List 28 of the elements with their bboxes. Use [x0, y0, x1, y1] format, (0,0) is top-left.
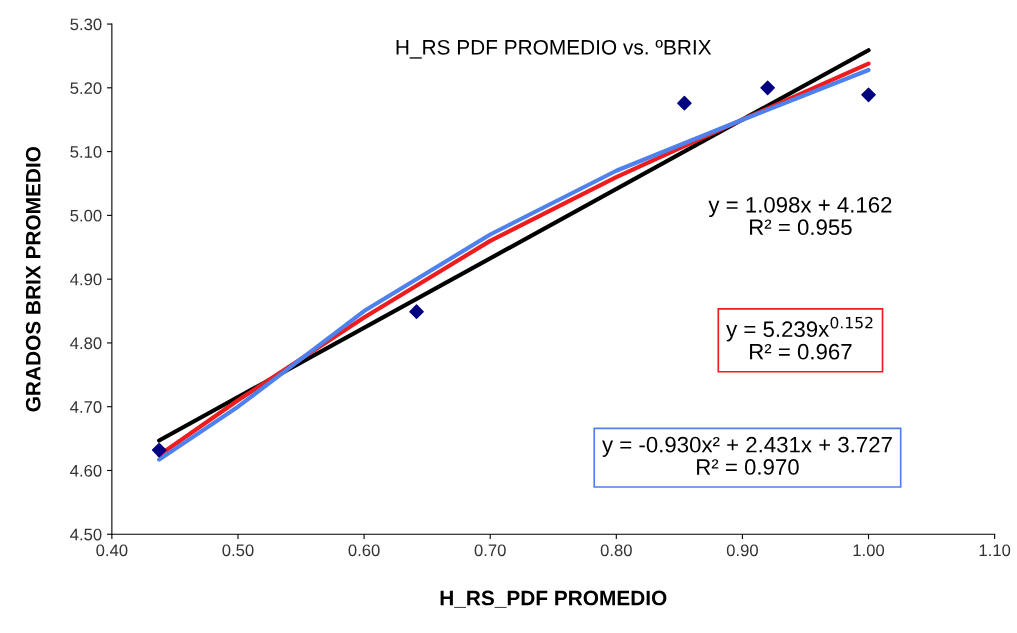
x-tick-label: 0.50 [222, 544, 254, 557]
point [760, 80, 775, 96]
y-tick-label: 5.10 [70, 146, 102, 158]
y-axis-title: GRADOS BRIX PROMEDIO [25, 146, 41, 412]
x-axis-title: H_RS_PDF PROMEDIO [440, 590, 667, 608]
y-tick-label: 4.80 [70, 337, 102, 350]
annotation: y = 5.239x$^{0.152}$ R² = 0.967 [726, 316, 873, 360]
annotation: y = 1.098x + 4.162 R² = 0.955 [708, 197, 892, 236]
point [409, 304, 424, 319]
x-tick-label: 0.60 [348, 544, 380, 557]
y-tick-label: 5.30 [70, 18, 102, 31]
x-tick-label: 0.90 [726, 544, 758, 557]
y-tick-label: 4.70 [70, 401, 102, 413]
text: H_RS PDF PROMEDIO vs. ºBRIX [396, 39, 712, 59]
x-tick-label: 0.80 [600, 544, 632, 557]
annotation: y = -0.930x² + 2.431x + 3.727 R² = 0.970 [602, 436, 892, 475]
point [861, 87, 876, 103]
x-tick-label: 0.40 [96, 544, 128, 557]
y-tick-label: 4.60 [70, 464, 102, 477]
point [151, 442, 167, 458]
y-tick-label: 4.90 [70, 273, 102, 286]
y-tick-label: 5.00 [70, 209, 102, 222]
x-tick-label: 1.10 [979, 544, 1011, 557]
y-tick-label: 5.20 [70, 82, 102, 95]
point [677, 95, 692, 111]
x-tick-label: 0.70 [474, 544, 506, 557]
y-tick-label: 4.50 [70, 528, 102, 541]
x-tick-label: 1.00 [853, 544, 885, 557]
